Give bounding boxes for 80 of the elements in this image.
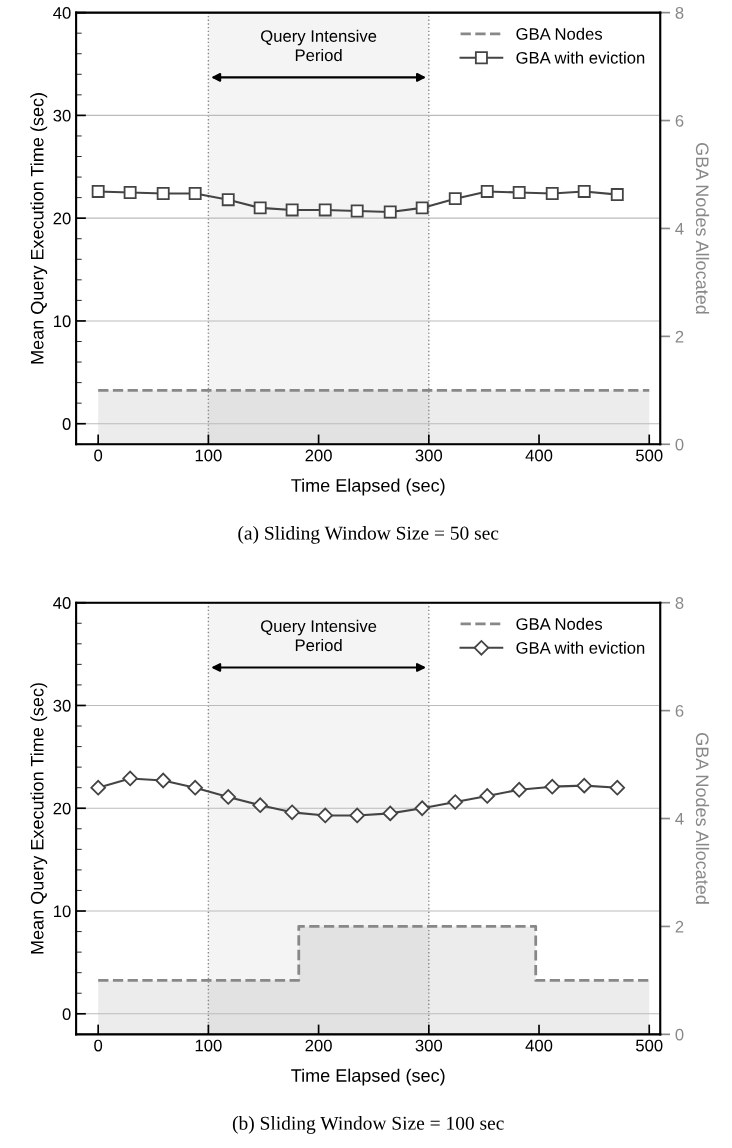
point [123, 186, 137, 199]
point [414, 800, 430, 817]
y2-tick-label: 6 [675, 705, 684, 717]
y-axis-title: Mean Query Execution Time (sec) [30, 683, 48, 954]
point [90, 779, 106, 796]
point [122, 770, 138, 787]
point [448, 192, 462, 206]
x-tick-label: 200 [305, 1039, 332, 1052]
point [382, 805, 399, 822]
legend-label: GBA with eviction [516, 51, 645, 64]
point [317, 807, 333, 824]
y-tick-label: 20 [53, 802, 71, 815]
point [285, 203, 299, 217]
legend-label: GBA Nodes [516, 27, 603, 40]
x-tick-label: 200 [305, 449, 332, 462]
text: (b) Sliding Window Size = 100 sec [232, 1116, 504, 1134]
y-tick-label: 10 [54, 905, 71, 918]
point [415, 201, 429, 215]
band-label: Query Intensive Period [261, 29, 377, 62]
x-tick-label: 500 [636, 449, 663, 462]
y-tick-label: 40 [53, 7, 71, 19]
y2-tick-label: 4 [675, 223, 684, 235]
point [155, 772, 171, 789]
x-tick-label: 300 [415, 449, 443, 462]
point [252, 797, 268, 813]
point [318, 203, 332, 217]
x-tick-label: 100 [195, 1039, 222, 1052]
x-tick-label: 400 [525, 1039, 553, 1052]
point [91, 184, 105, 198]
point [447, 794, 464, 810]
point [188, 187, 202, 200]
legend-label: GBA Nodes [516, 617, 603, 630]
x-axis-title: Time Elapsed (sec) [291, 478, 445, 496]
y2-tick-label: 8 [675, 7, 684, 19]
x-tick-label: 400 [525, 449, 553, 462]
text: (a) Sliding Window Size = 50 sec [238, 526, 499, 544]
point [156, 187, 170, 200]
y-tick-label: 0 [62, 1008, 71, 1020]
point [544, 778, 561, 795]
point [220, 789, 237, 805]
point [253, 201, 267, 215]
band-label: Query Intensive Period [261, 619, 377, 652]
y-axis-title: Mean Query Execution Time (sec) [30, 93, 48, 364]
point [576, 777, 592, 794]
point [187, 779, 203, 796]
point [545, 187, 559, 200]
x-tick-label: 0 [94, 1039, 103, 1052]
y-tick-label: 0 [62, 418, 71, 430]
point [610, 188, 624, 201]
x-tick-label: 0 [94, 449, 103, 462]
point [511, 781, 527, 798]
legend-label: GBA with eviction [516, 641, 645, 654]
point [284, 804, 300, 821]
y-tick-label: 30 [53, 109, 71, 122]
y2-tick-label: 4 [675, 813, 684, 825]
y2-tick-label: 2 [675, 920, 684, 933]
point [512, 186, 526, 199]
y2-tick-label: 0 [675, 438, 684, 451]
point [221, 193, 235, 207]
y2-tick-label: 6 [675, 114, 684, 127]
y2-tick-label: 8 [675, 597, 684, 609]
point [609, 779, 626, 796]
y-tick-label: 20 [53, 212, 71, 225]
point [577, 184, 591, 198]
y-tick-label: 10 [54, 315, 71, 328]
y2-tick-label: 2 [675, 330, 684, 343]
point [479, 788, 496, 804]
point [350, 204, 364, 218]
point [349, 807, 365, 824]
y2-axis-title: GBA Nodes Allocated [695, 733, 710, 904]
y-tick-label: 30 [53, 699, 71, 712]
x-tick-label: 500 [636, 1039, 663, 1052]
point [480, 184, 494, 198]
y2-axis-title: GBA Nodes Allocated [695, 143, 710, 314]
x-tick-label: 300 [415, 1039, 443, 1052]
y2-tick-label: 0 [675, 1028, 684, 1041]
x-tick-label: 100 [195, 449, 222, 462]
y-tick-label: 40 [53, 597, 71, 609]
x-axis-title: Time Elapsed (sec) [291, 1068, 445, 1086]
point [383, 205, 397, 219]
